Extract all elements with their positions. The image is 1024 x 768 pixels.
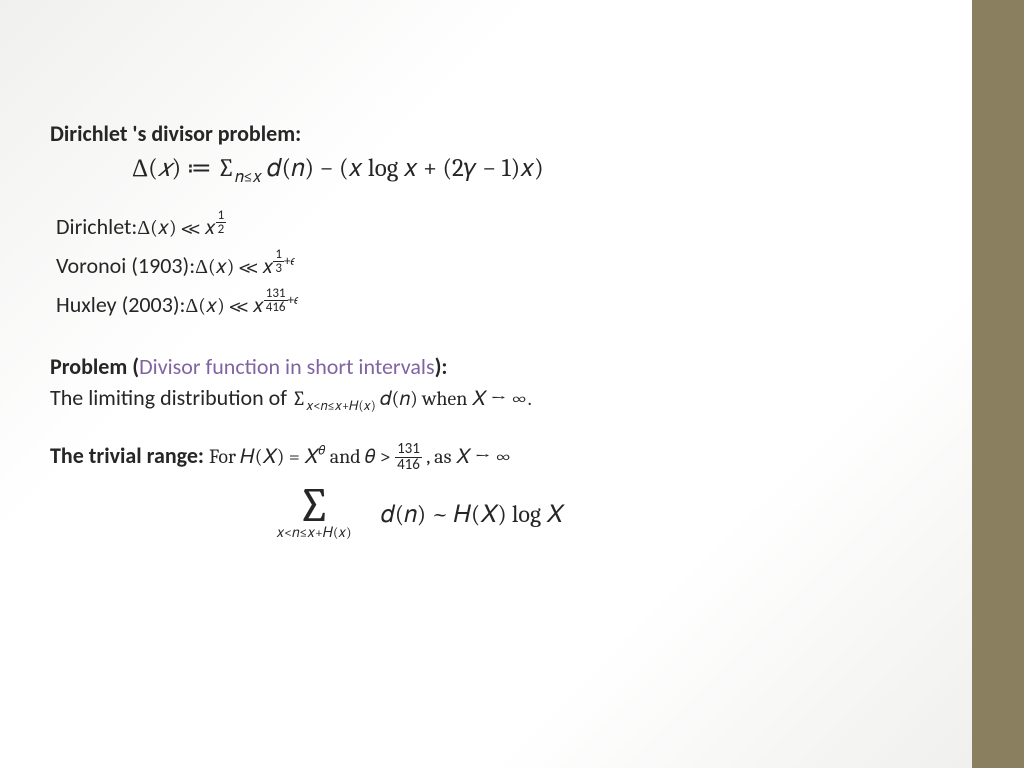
frac-den: 416 xyxy=(395,458,422,473)
author-label: Huxley (2003): xyxy=(56,291,185,318)
sum-subscript: 𝑥<𝑛≤𝑥+𝐻(𝑥) xyxy=(306,399,376,414)
exp-den: 2 xyxy=(216,223,227,236)
trivial-text1: For 𝐻(𝑋) = 𝑋 xyxy=(209,445,319,468)
slide-title: Dirichlet 's divisor problem: xyxy=(50,120,920,147)
exp-den: 3 xyxy=(273,262,284,275)
bound-dirichlet: Dirichlet:Δ(𝑥) ≪ 𝑥12 xyxy=(56,209,920,240)
main-equation: Δ(𝑥) ≔ ∑𝑛≤𝑥 𝑑(𝑛) − (𝑥 log 𝑥 + (2𝛾 − 1)𝑥) xyxy=(132,153,920,187)
final-equation: ∑ 𝑥<𝑛≤𝑥+𝐻(𝑥) 𝑑(𝑛) ~ 𝐻(𝑋) log 𝑋 xyxy=(170,487,670,540)
final-sum-sub: 𝑥<𝑛≤𝑥+𝐻(𝑥) xyxy=(276,524,351,541)
problem-prefix: Problem ( xyxy=(50,353,139,380)
sum-body: 𝑑(𝑛) xyxy=(380,387,418,410)
problem-heading: Problem (Divisor function in short inter… xyxy=(50,353,920,380)
problem-statement: The limiting distribution of ∑𝑥<𝑛≤𝑥+𝐻(𝑥)… xyxy=(50,384,920,414)
author-label: Voronoi (1903): xyxy=(56,252,195,279)
problem-suffix: ): xyxy=(435,353,448,380)
problem-title: Divisor function in short intervals xyxy=(139,353,434,380)
epsilon: +𝜖 xyxy=(284,252,295,269)
bound-voronoi: Voronoi (1903):Δ(𝑥) ≪ 𝑥13+𝜖 xyxy=(56,248,920,279)
trivial-text2: and 𝜃 > xyxy=(325,445,395,468)
trivial-label: The trivial range: xyxy=(50,442,209,469)
sigma-icon: ∑ xyxy=(297,487,331,525)
final-body: 𝑑(𝑛) ~ 𝐻(𝑋) log 𝑋 xyxy=(381,500,564,528)
text-after: when 𝑋 → ∞. xyxy=(418,387,532,410)
exp-num: 1 xyxy=(273,248,284,262)
author-label: Dirichlet: xyxy=(56,213,137,240)
text-before: The limiting distribution of xyxy=(50,384,292,411)
trivial-text3: , as 𝑋 → ∞ xyxy=(422,445,512,468)
epsilon: +𝜖 xyxy=(288,291,299,308)
trivial-range: The trivial range: For 𝐻(𝑋) = 𝑋𝜃 and 𝜃 >… xyxy=(50,442,920,473)
exp-num: 1 xyxy=(216,209,227,223)
accent-sidebar xyxy=(972,0,1024,768)
slide-content: Dirichlet 's divisor problem: Δ(𝑥) ≔ ∑𝑛≤… xyxy=(50,120,920,541)
exp-den: 416 xyxy=(264,301,288,314)
exp-num: 131 xyxy=(264,287,288,301)
bound-huxley: Huxley (2003):Δ(𝑥) ≪ 𝑥131416+𝜖 xyxy=(56,287,920,318)
